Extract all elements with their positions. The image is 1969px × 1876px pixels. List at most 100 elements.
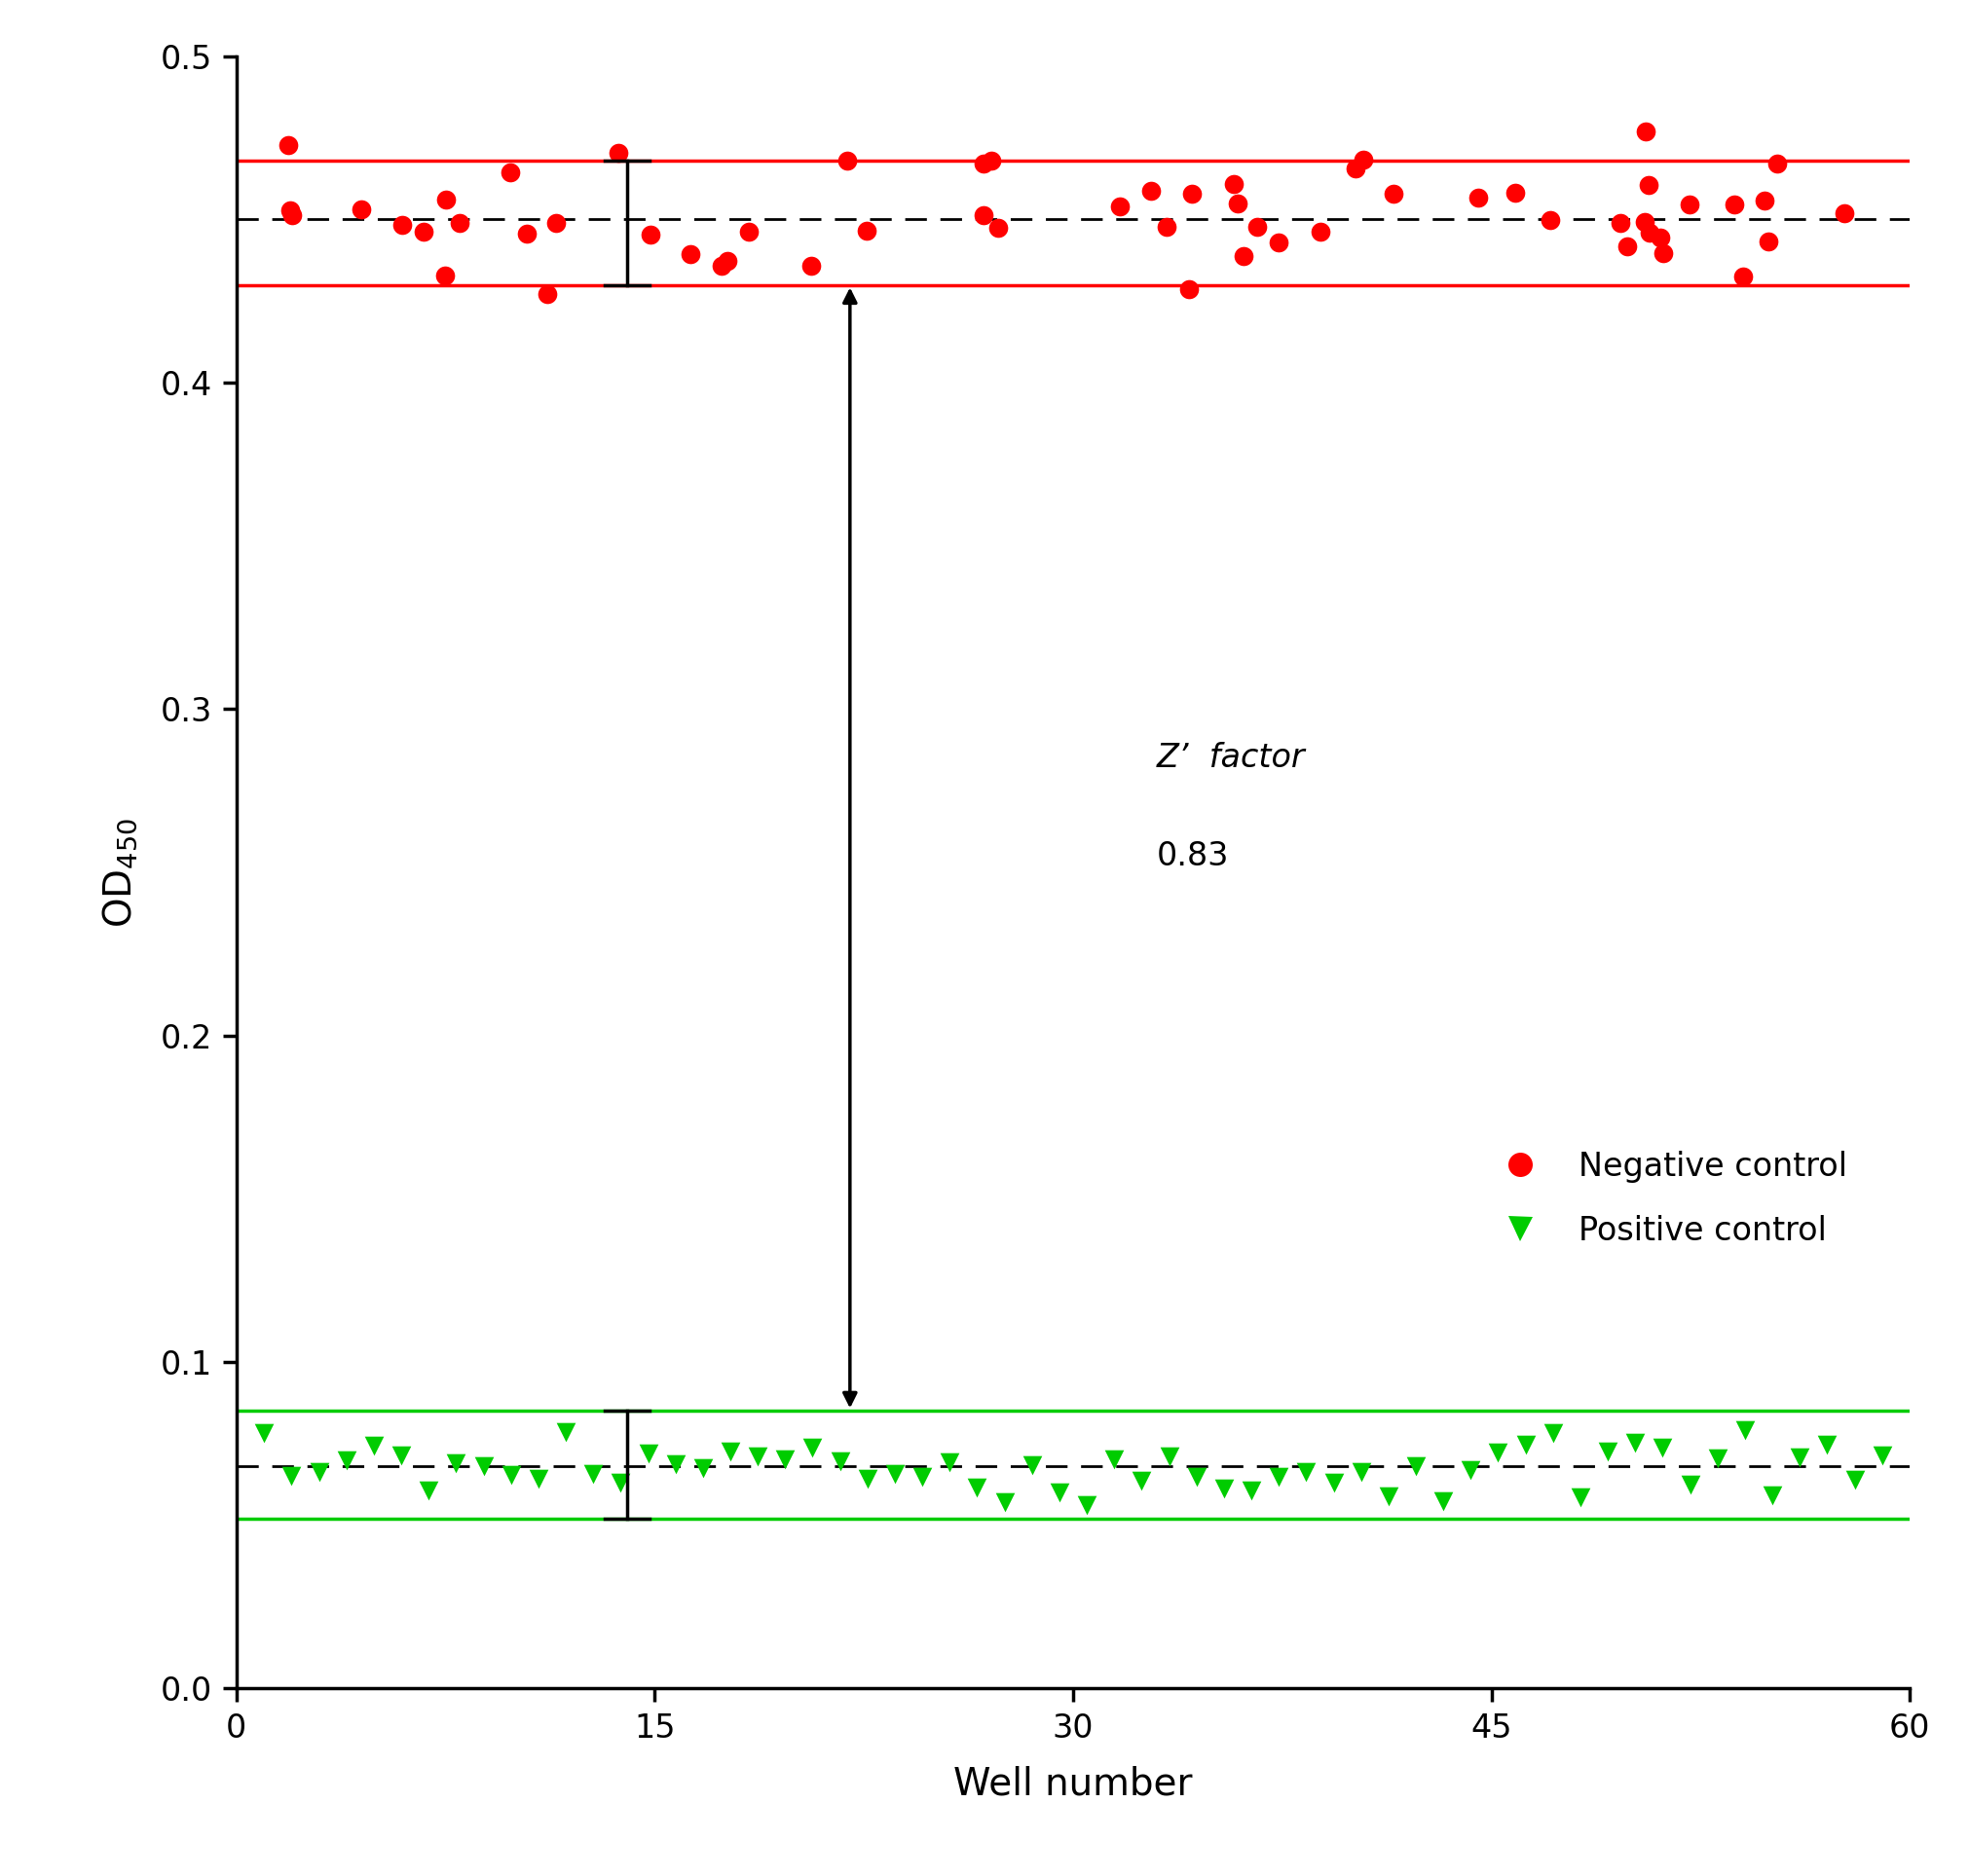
Point: [734, 216, 766, 246]
Point: [1729, 1415, 1760, 1445]
Point: [510, 219, 541, 250]
Point: [1829, 199, 1861, 229]
Point: [1593, 1437, 1624, 1467]
Point: [1752, 227, 1784, 257]
Point: [1016, 1450, 1048, 1480]
Point: [1428, 1486, 1459, 1516]
Point: [1400, 1452, 1431, 1482]
Point: [1223, 188, 1254, 218]
Point: [522, 1463, 553, 1493]
Y-axis label: OD$_{450}$: OD$_{450}$: [100, 818, 140, 927]
Point: [1646, 1431, 1678, 1461]
X-axis label: Well number: Well number: [953, 1765, 1193, 1803]
Point: [1262, 227, 1294, 257]
Point: [983, 212, 1014, 242]
Point: [429, 261, 461, 291]
Point: [441, 1448, 473, 1478]
Point: [825, 1446, 857, 1476]
Point: [272, 129, 303, 159]
Point: [687, 1452, 719, 1482]
Point: [549, 1416, 581, 1446]
Point: [1152, 212, 1183, 242]
Point: [1044, 1478, 1075, 1508]
Point: [1630, 116, 1662, 146]
Point: [1538, 1418, 1569, 1448]
Point: [797, 1433, 829, 1463]
Point: [634, 219, 666, 250]
Point: [878, 1458, 910, 1488]
Point: [1632, 171, 1664, 201]
Point: [1099, 1445, 1130, 1475]
Point: [1378, 178, 1410, 208]
Point: [933, 1446, 965, 1476]
Point: [1174, 274, 1205, 304]
Point: [1455, 1456, 1487, 1486]
Point: [408, 216, 439, 246]
Point: [1811, 1430, 1843, 1460]
Point: [1126, 1465, 1158, 1495]
Point: [358, 1431, 390, 1461]
Point: [1372, 1482, 1404, 1512]
Point: [276, 1460, 307, 1490]
Point: [1242, 212, 1274, 242]
Point: [1105, 191, 1136, 221]
Point: [660, 1448, 691, 1478]
Point: [1217, 169, 1248, 199]
Point: [386, 210, 417, 240]
Point: [715, 1437, 746, 1467]
Point: [1177, 178, 1209, 208]
Point: [1498, 178, 1530, 208]
Point: [248, 1418, 280, 1448]
Point: [1290, 1458, 1321, 1488]
Point: [1784, 1443, 1815, 1473]
Point: [770, 1445, 801, 1475]
Point: [1611, 231, 1642, 261]
Point: [1839, 1465, 1871, 1495]
Point: [1463, 184, 1494, 214]
Point: [496, 1460, 528, 1490]
Point: [967, 201, 998, 231]
Point: [532, 280, 563, 310]
Point: [274, 195, 305, 225]
Point: [675, 240, 707, 270]
Point: [906, 1461, 937, 1491]
Point: [1510, 1430, 1542, 1460]
Point: [831, 146, 862, 176]
Point: [961, 1473, 992, 1503]
Point: [1756, 1480, 1788, 1510]
Point: [1181, 1461, 1213, 1491]
Point: [977, 146, 1008, 176]
Point: [1619, 1428, 1650, 1458]
Point: [347, 195, 378, 225]
Point: [1345, 1458, 1376, 1488]
Point: [1628, 206, 1660, 236]
Point: [967, 148, 998, 178]
Point: [386, 1441, 417, 1471]
Point: [603, 139, 634, 169]
Legend: Negative control, Positive control: Negative control, Positive control: [1475, 1137, 1861, 1261]
Point: [1565, 1482, 1597, 1512]
Point: [540, 208, 571, 238]
Point: [1644, 223, 1676, 253]
Point: [1317, 1467, 1349, 1497]
Point: [1867, 1441, 1898, 1471]
Point: [413, 1476, 445, 1506]
Point: [1674, 1469, 1705, 1499]
Point: [303, 1458, 335, 1488]
Point: [1762, 148, 1794, 178]
Point: [604, 1469, 636, 1499]
Point: [1534, 204, 1565, 234]
Point: [1701, 1443, 1733, 1473]
Point: [1262, 1461, 1294, 1491]
Point: [632, 1439, 664, 1469]
Point: [429, 186, 461, 216]
Point: [705, 251, 736, 281]
Point: [1648, 238, 1680, 268]
Point: [276, 201, 307, 231]
Point: [711, 246, 742, 276]
Point: [1674, 189, 1705, 219]
Point: [494, 158, 526, 188]
Point: [1229, 240, 1260, 270]
Point: [1071, 1490, 1103, 1520]
Point: [1305, 216, 1337, 246]
